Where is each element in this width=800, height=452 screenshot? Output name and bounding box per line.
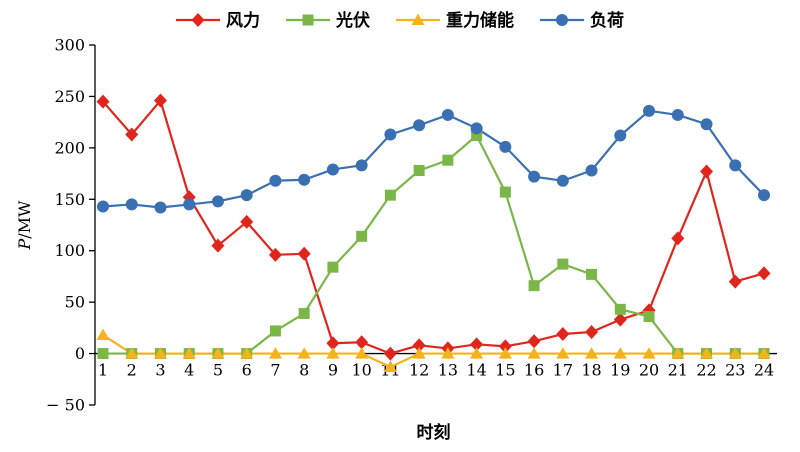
legend-label: 负荷 <box>590 10 624 31</box>
x-tick-label: 12 <box>409 361 429 380</box>
y-tick-label: 50 <box>65 293 85 312</box>
x-tick-label: 14 <box>466 361 486 380</box>
x-axis-ticks: 123456789101112131415161718192021222324 <box>98 353 774 380</box>
y-tick-label: 100 <box>54 241 85 260</box>
x-tick-label: 5 <box>213 361 223 380</box>
x-tick-label: 4 <box>184 361 194 380</box>
x-tick-label: 23 <box>725 361 745 380</box>
x-tick-label: 16 <box>524 361 544 380</box>
y-tick-label: − 50 <box>46 396 85 415</box>
x-tick-label: 8 <box>299 361 309 380</box>
x-axis-title: 时刻 <box>417 422 451 443</box>
x-tick-label: 19 <box>610 361 630 380</box>
x-tick-label: 3 <box>155 361 165 380</box>
x-tick-label: 9 <box>328 361 338 380</box>
series-wind-markers <box>96 93 771 361</box>
legend-item-pv: 光伏 <box>286 10 370 31</box>
series-gravity-storage-markers <box>96 328 771 372</box>
legend-label: 重力储能 <box>446 10 514 31</box>
legend-label: 风力 <box>226 10 260 31</box>
series-wind-line <box>101 99 766 355</box>
y-tick-label: 200 <box>54 138 85 157</box>
y-tick-label: 0 <box>75 344 85 363</box>
x-tick-label: 17 <box>553 361 573 380</box>
series-gravity-storage-line <box>101 333 766 369</box>
x-tick-label: 6 <box>242 361 252 380</box>
x-tick-label: 1 <box>98 361 108 380</box>
x-tick-label: 10 <box>351 361 371 380</box>
y-tick-label: 250 <box>54 87 85 106</box>
legend-item-load: 负荷 <box>540 10 624 31</box>
y-tick-label: 300 <box>54 36 85 55</box>
legend-item-wind: 风力 <box>176 10 260 31</box>
x-tick-label: 22 <box>696 361 716 380</box>
x-tick-label: 2 <box>127 361 137 380</box>
x-tick-label: 20 <box>639 361 659 380</box>
legend: 风力 光伏 重力储能 负荷 <box>176 10 624 31</box>
x-tick-label: 21 <box>668 361 688 380</box>
x-tick-label: 15 <box>495 361 515 380</box>
series-load-line <box>101 109 766 209</box>
x-tick-label: 13 <box>438 361 458 380</box>
legend-label: 光伏 <box>335 10 370 31</box>
series-pv-line <box>101 134 766 355</box>
y-axis-ticks: − 50 0 50 100 150 200 250 300 <box>46 36 95 415</box>
x-tick-label: 7 <box>270 361 280 380</box>
series-load-markers <box>97 104 770 214</box>
legend-item-gravity-storage: 重力储能 <box>396 10 514 31</box>
y-axis-title: P/MW <box>15 200 34 251</box>
x-tick-label: 24 <box>754 361 774 380</box>
x-tick-label: 18 <box>581 361 601 380</box>
y-tick-label: 150 <box>54 190 85 209</box>
